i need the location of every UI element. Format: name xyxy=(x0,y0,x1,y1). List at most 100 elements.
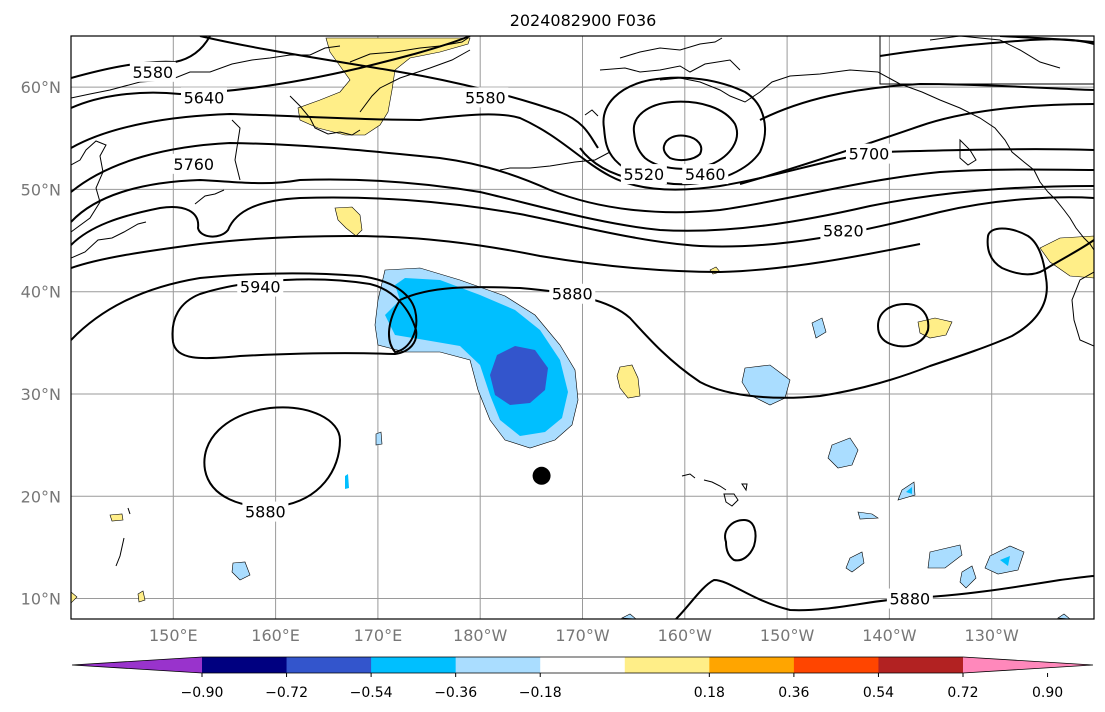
coastline xyxy=(959,138,977,166)
contour-label: 5880 xyxy=(245,503,286,522)
coastline xyxy=(115,507,131,567)
contour-5700-east xyxy=(739,103,1094,185)
coastline xyxy=(681,473,696,479)
contour-label-background xyxy=(170,153,217,174)
anomaly-region xyxy=(897,481,916,501)
contour-label: 5880 xyxy=(890,590,931,609)
coastline xyxy=(599,59,741,73)
colorbar-tick-label: −0.36 xyxy=(434,685,477,701)
anomaly-region xyxy=(334,206,363,237)
colorbar: −0.90 −0.72 −0.54 −0.36 −0.18 0.18 0.36 0.54 0.7… xyxy=(71,656,1094,701)
contour-label: 5700 xyxy=(849,145,890,164)
coastline xyxy=(703,479,727,491)
contour-label: 5460 xyxy=(685,165,726,184)
colorbar-bin xyxy=(793,657,879,673)
anomaly-region xyxy=(137,590,146,603)
contour-5820-inner xyxy=(71,178,1094,232)
anomaly-region xyxy=(827,437,859,469)
strong-negative-anomaly-regions xyxy=(490,346,548,405)
anomaly-region xyxy=(231,561,251,581)
height-contours xyxy=(71,36,1094,619)
coastline xyxy=(289,95,361,136)
colorbar-bins xyxy=(72,657,1093,673)
colorbar-bin xyxy=(709,657,795,673)
coastline xyxy=(879,36,1094,85)
lat-tick-label: 10°N xyxy=(21,590,61,609)
coastline xyxy=(584,109,599,117)
contour-label-background xyxy=(820,220,867,241)
contour-5880-main xyxy=(71,227,1094,399)
latitude-labels: 10°N 20°N 30°N 40°N 50°N 60°N xyxy=(21,78,61,608)
anomaly-region xyxy=(906,487,912,494)
lat-tick-label: 40°N xyxy=(21,283,61,302)
coastline xyxy=(723,493,739,507)
anomaly-region xyxy=(959,565,977,589)
position-marker xyxy=(532,466,551,485)
contour-label: 5820 xyxy=(823,221,864,240)
lon-tick-label: 160°E xyxy=(251,626,300,645)
coastline xyxy=(359,49,471,113)
colorbar-tick-label: −0.18 xyxy=(519,685,562,701)
colorbar-tick-label: −0.72 xyxy=(265,685,308,701)
colorbar-bin xyxy=(455,657,541,673)
colorbar-tick-label: −0.54 xyxy=(350,685,393,701)
colorbar-tick-label: 0.18 xyxy=(694,685,725,701)
contour-label-background xyxy=(237,276,284,297)
contour-5880-south xyxy=(675,575,1094,619)
anomaly-region xyxy=(345,474,349,489)
colorbar-extend-min xyxy=(72,657,202,673)
lon-tick-label: 170°W xyxy=(555,626,610,645)
contour-label-background xyxy=(845,143,892,164)
anomaly-region xyxy=(1000,556,1010,566)
anomaly-region xyxy=(375,431,383,446)
anomaly-region xyxy=(811,317,827,339)
contour-5940 xyxy=(171,278,418,360)
coastline xyxy=(1071,271,1094,347)
contour-labels: 5580 5640 5580 5760 5520 5460 5700 5820 5940 5880… xyxy=(129,61,933,609)
contour-5880-closed-east xyxy=(876,302,930,348)
anomaly-region xyxy=(857,511,879,520)
lon-tick-label: 170°E xyxy=(354,626,403,645)
longitude-labels: 150°E 160°E 170°E 180°W 170°W 160°W 150°W 140°W… xyxy=(149,626,1019,645)
colorbar-bin xyxy=(540,657,626,673)
colorbar-extend-max xyxy=(963,657,1093,673)
coastline xyxy=(71,221,147,259)
colorbar-tick-label: 0.36 xyxy=(778,685,809,701)
contour-5880-closed-south xyxy=(724,518,757,562)
contour-label-background xyxy=(886,588,933,609)
colorbar-bin xyxy=(202,657,288,673)
coastline xyxy=(499,151,611,171)
contour-5760 xyxy=(71,141,1094,214)
contour-5640 xyxy=(71,36,471,109)
contour-label: 5640 xyxy=(184,88,225,107)
coastline xyxy=(71,140,107,233)
coastline xyxy=(349,37,469,63)
colorbar-tick-labels: −0.90 −0.72 −0.54 −0.36 −0.18 0.18 0.36 0.54 0.7… xyxy=(181,673,1063,701)
contour-5460-low-inner xyxy=(632,100,738,170)
lon-tick-label: 130°W xyxy=(965,626,1020,645)
contour-label-background xyxy=(549,283,596,304)
anomaly-region xyxy=(927,544,963,569)
map-title: 2024082900 F036 xyxy=(510,11,657,30)
colorbar-tick-label: 0.54 xyxy=(863,685,894,701)
contour-label: 5580 xyxy=(132,63,173,82)
coastline xyxy=(929,36,1061,69)
anomaly-region xyxy=(71,591,78,604)
colorbar-tick-label: 0.90 xyxy=(1032,685,1063,701)
contour-5880-north xyxy=(71,234,921,274)
contour-5820 xyxy=(71,196,1094,248)
contour-label: 5520 xyxy=(624,165,665,184)
lat-tick-label: 20°N xyxy=(21,487,61,506)
map-frame xyxy=(70,35,1095,620)
contour-5460-low-outer xyxy=(602,76,766,186)
contour-label-background xyxy=(242,501,289,522)
contour-5460-center xyxy=(662,134,703,162)
colorbar-bin xyxy=(624,657,710,673)
lat-tick-label: 50°N xyxy=(21,180,61,199)
contour-label-background xyxy=(682,164,729,185)
lon-tick-label: 180°W xyxy=(453,626,508,645)
contour-label: 5760 xyxy=(173,155,214,174)
coastline xyxy=(71,45,341,99)
anomaly-region xyxy=(109,513,124,522)
